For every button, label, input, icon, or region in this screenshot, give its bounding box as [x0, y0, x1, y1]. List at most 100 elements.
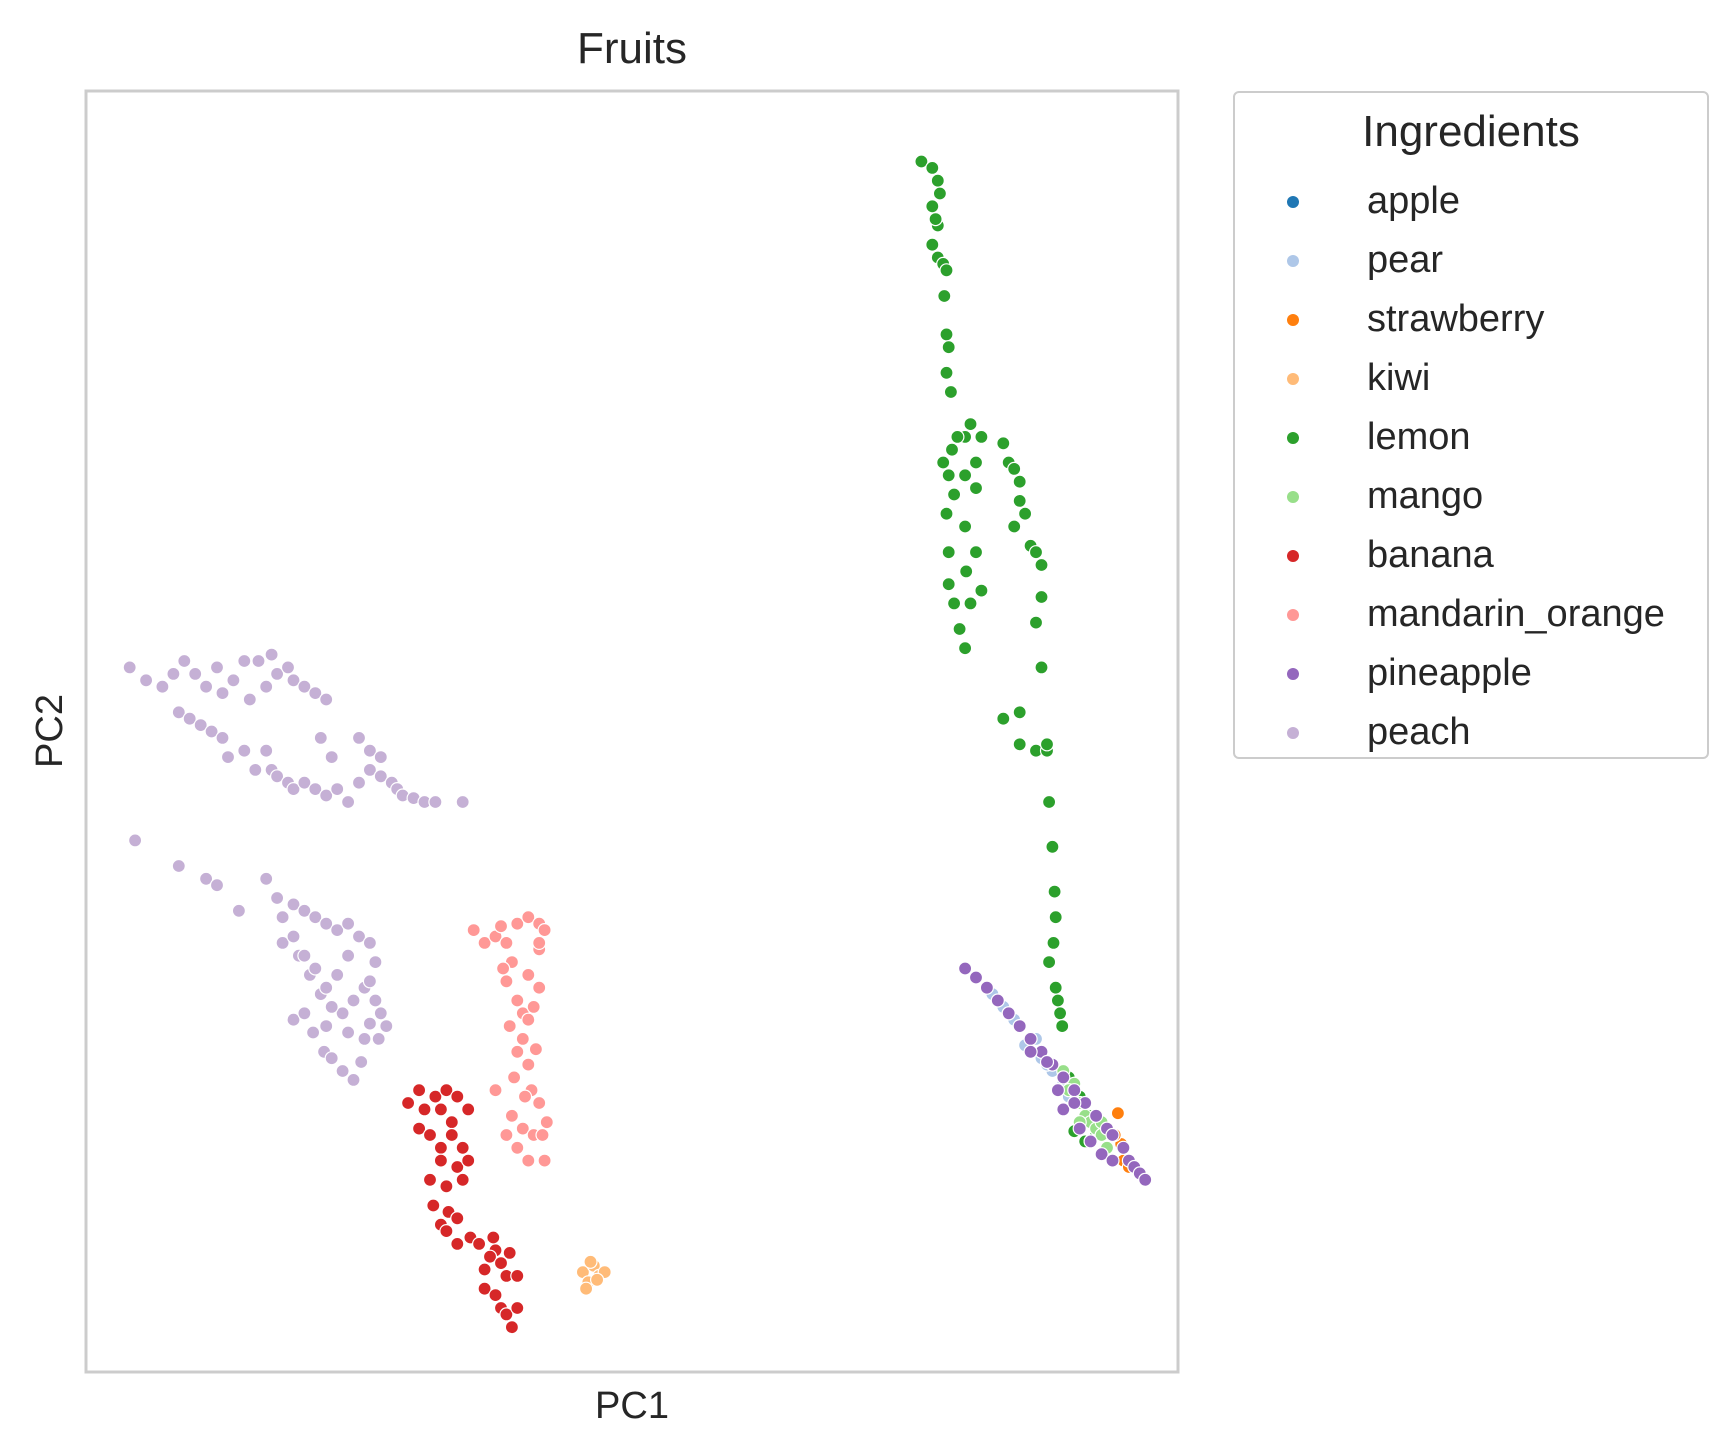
point-peach: [346, 993, 361, 1008]
point-banana: [439, 1223, 454, 1239]
legend-marker: [1287, 314, 1299, 326]
point-peach: [362, 974, 377, 989]
point-peach: [324, 1051, 339, 1066]
point-peach: [319, 916, 334, 931]
point-lemon: [952, 621, 967, 637]
point-banana: [450, 1159, 465, 1175]
point-peach: [248, 762, 263, 778]
point-banana: [499, 1307, 514, 1322]
point-peach: [308, 781, 323, 797]
point-banana: [433, 1102, 448, 1117]
point-lemon: [1046, 935, 1061, 951]
point-peach: [428, 794, 443, 810]
point-lemon: [1028, 545, 1044, 560]
point-lemon: [1012, 493, 1027, 508]
point-peach: [204, 724, 219, 739]
point-peach: [286, 1012, 301, 1027]
point-banana: [486, 1230, 501, 1245]
point-banana: [433, 1153, 448, 1168]
point-peach: [362, 1016, 377, 1031]
point-kiwi: [578, 1281, 594, 1296]
point-banana: [450, 1211, 465, 1226]
point-lemon: [996, 711, 1011, 726]
point-peach: [171, 705, 186, 720]
point-mandarin_orange: [515, 1121, 530, 1136]
point-pineapple: [1072, 1121, 1087, 1136]
point-lemon: [1007, 519, 1022, 534]
point-mandarin_orange: [499, 974, 514, 989]
point-lemon: [1034, 557, 1049, 573]
point-banana: [422, 1127, 438, 1143]
point-lemon: [974, 429, 989, 444]
point-pineapple: [1023, 1031, 1038, 1047]
legend-marker: [1287, 255, 1299, 267]
point-peach: [226, 673, 241, 688]
point-peach: [330, 922, 345, 938]
point-lemon: [928, 212, 943, 227]
point-kiwi: [583, 1254, 598, 1269]
point-peach: [209, 660, 225, 675]
point-peach: [330, 967, 345, 983]
legend-item-apple: apple: [1235, 176, 1705, 226]
point-peach: [171, 858, 186, 874]
point-lemon: [1017, 506, 1033, 521]
point-pineapple: [1083, 1134, 1098, 1149]
point-mandarin_orange: [526, 999, 541, 1015]
point-banana: [433, 1140, 448, 1155]
point-peach: [188, 666, 203, 682]
point-lemon: [925, 199, 940, 214]
point-lemon: [1052, 1006, 1068, 1021]
point-pineapple: [1056, 1102, 1071, 1117]
point-banana: [477, 1281, 492, 1296]
point-lemon: [937, 288, 952, 304]
point-peach: [182, 711, 197, 726]
point-lemon: [963, 596, 978, 611]
point-peach: [373, 1006, 388, 1021]
point-banana: [482, 1249, 498, 1264]
point-mandarin_orange: [502, 1018, 517, 1034]
point-lemon: [968, 481, 984, 496]
point-pineapple: [968, 970, 984, 985]
point-peach: [308, 910, 323, 925]
point-lemon: [939, 365, 954, 380]
point-lemon: [939, 263, 954, 278]
point-banana: [461, 1102, 476, 1117]
point-peach: [362, 935, 377, 951]
point-peach: [357, 1031, 372, 1047]
point-peach: [155, 679, 170, 694]
legend-item-banana: banana: [1235, 530, 1705, 580]
point-peach: [286, 897, 301, 912]
legend-marker: [1287, 609, 1299, 621]
point-lemon: [959, 564, 974, 579]
point-banana: [510, 1300, 525, 1316]
legend-marker: [1287, 373, 1299, 385]
point-peach: [368, 993, 383, 1008]
point-lemon: [943, 384, 959, 400]
point-peach: [324, 999, 339, 1015]
point-peach: [220, 749, 236, 765]
point-banana: [450, 1089, 465, 1104]
point-mandarin_orange: [510, 916, 525, 931]
point-mandarin_orange: [537, 922, 552, 938]
point-mandarin_orange: [510, 993, 525, 1008]
legend-label: banana: [1367, 534, 1494, 576]
point-peach: [193, 717, 208, 733]
point-pineapple: [1116, 1140, 1131, 1155]
point-lemon: [941, 468, 956, 483]
legend-item-lemon: lemon: [1235, 412, 1705, 462]
point-peach: [346, 1072, 361, 1088]
point-peach: [373, 749, 388, 765]
point-mandarin_orange: [493, 919, 509, 934]
point-lemon: [939, 506, 954, 521]
point-lemon: [950, 429, 965, 444]
legend-label: lemon: [1367, 416, 1471, 458]
plot-area: [84, 89, 1180, 1374]
point-mandarin_orange: [510, 1140, 525, 1155]
point-pineapple: [1105, 1153, 1120, 1168]
point-peach: [335, 1006, 350, 1021]
point-peach: [354, 1054, 369, 1070]
point-lemon: [1039, 737, 1055, 752]
point-peach: [308, 685, 323, 701]
point-peach: [362, 743, 377, 758]
